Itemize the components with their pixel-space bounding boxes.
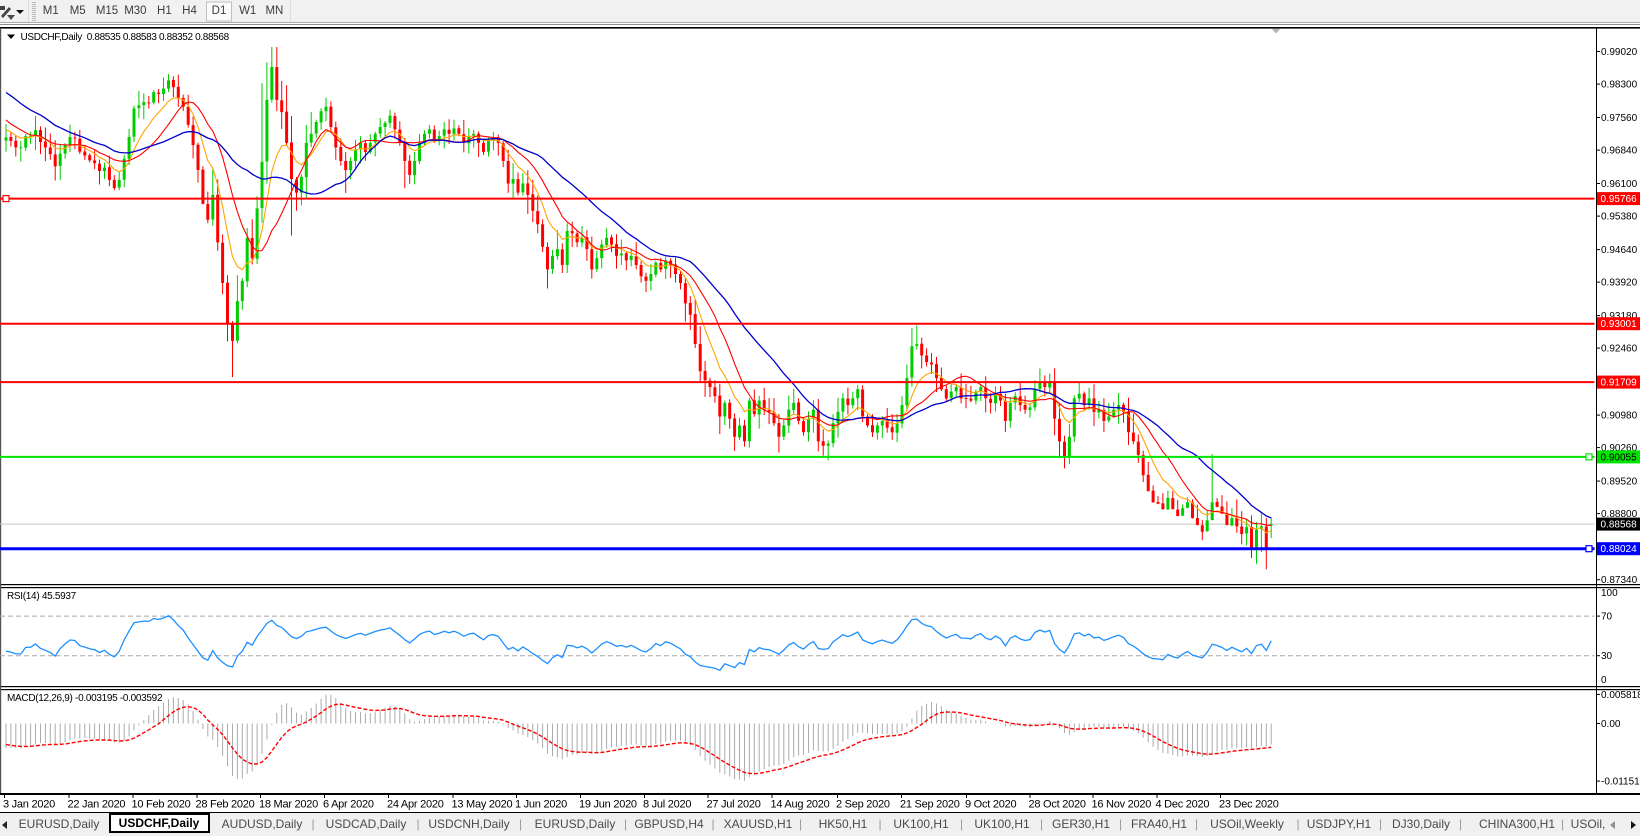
svg-text:0.89520: 0.89520 — [1601, 477, 1638, 488]
svg-text:0.88568: 0.88568 — [1601, 520, 1638, 531]
svg-text:24 Apr 2020: 24 Apr 2020 — [387, 799, 444, 811]
svg-text:0.00: 0.00 — [1601, 719, 1621, 730]
svg-text:14 Aug 2020: 14 Aug 2020 — [771, 799, 830, 811]
svg-text:MACD(12,26,9) -0.003195 -0.003: MACD(12,26,9) -0.003195 -0.003592 — [7, 693, 163, 704]
svg-text:0.91709: 0.91709 — [1601, 378, 1638, 389]
svg-text:0.93920: 0.93920 — [1601, 278, 1638, 289]
svg-text:-0.011514: -0.011514 — [1601, 777, 1640, 788]
svg-text:0.96840: 0.96840 — [1601, 146, 1638, 157]
svg-text:30: 30 — [1601, 651, 1613, 662]
svg-text:2 Sep 2020: 2 Sep 2020 — [836, 799, 890, 811]
svg-text:RSI(14) 45.5937: RSI(14) 45.5937 — [7, 591, 77, 602]
svg-text:19 Jun 2020: 19 Jun 2020 — [579, 799, 637, 811]
svg-text:0.99020: 0.99020 — [1601, 47, 1638, 58]
svg-text:18 Mar 2020: 18 Mar 2020 — [259, 799, 318, 811]
svg-text:23 Dec 2020: 23 Dec 2020 — [1219, 799, 1279, 811]
svg-text:6 Apr 2020: 6 Apr 2020 — [323, 799, 374, 811]
svg-text:0.90980: 0.90980 — [1601, 411, 1638, 422]
svg-text:1 Jun 2020: 1 Jun 2020 — [515, 799, 567, 811]
svg-text:0.95380: 0.95380 — [1601, 212, 1638, 223]
svg-text:28 Feb 2020: 28 Feb 2020 — [196, 799, 255, 811]
svg-text:0.93180: 0.93180 — [1601, 311, 1638, 322]
svg-text:0.93001: 0.93001 — [1601, 319, 1638, 330]
svg-text:0.88800: 0.88800 — [1601, 509, 1638, 520]
svg-text:13 May 2020: 13 May 2020 — [452, 799, 513, 811]
svg-text:100: 100 — [1601, 588, 1618, 599]
svg-text:0.88024: 0.88024 — [1601, 544, 1638, 555]
svg-text:28 Oct 2020: 28 Oct 2020 — [1029, 799, 1086, 811]
svg-text:0.92460: 0.92460 — [1601, 344, 1638, 355]
svg-text:22 Jan 2020: 22 Jan 2020 — [68, 799, 126, 811]
svg-text:4 Dec 2020: 4 Dec 2020 — [1156, 799, 1210, 811]
svg-text:USDCHF,Daily 0.88535 0.88583: USDCHF,Daily 0.88535 0.88583 0.88352 0.8… — [21, 32, 230, 43]
svg-text:3 Jan 2020: 3 Jan 2020 — [3, 799, 55, 811]
svg-text:27 Jul 2020: 27 Jul 2020 — [707, 799, 761, 811]
svg-text:0.87340: 0.87340 — [1601, 575, 1638, 586]
svg-text:0.90055: 0.90055 — [1601, 452, 1638, 463]
svg-text:0.96100: 0.96100 — [1601, 179, 1638, 190]
svg-text:0: 0 — [1601, 675, 1607, 686]
svg-text:10 Feb 2020: 10 Feb 2020 — [132, 799, 191, 811]
svg-text:16 Nov 2020: 16 Nov 2020 — [1092, 799, 1152, 811]
svg-text:0.005818: 0.005818 — [1601, 690, 1640, 701]
svg-text:0.98300: 0.98300 — [1601, 80, 1638, 91]
svg-text:70: 70 — [1601, 612, 1613, 623]
svg-text:0.90260: 0.90260 — [1601, 443, 1638, 454]
svg-text:0.97560: 0.97560 — [1601, 113, 1638, 124]
svg-text:21 Sep 2020: 21 Sep 2020 — [900, 799, 960, 811]
svg-text:9 Oct 2020: 9 Oct 2020 — [965, 799, 1016, 811]
svg-text:0.94640: 0.94640 — [1601, 245, 1638, 256]
svg-text:8 Jul 2020: 8 Jul 2020 — [643, 799, 691, 811]
svg-text:0.95766: 0.95766 — [1601, 194, 1638, 205]
